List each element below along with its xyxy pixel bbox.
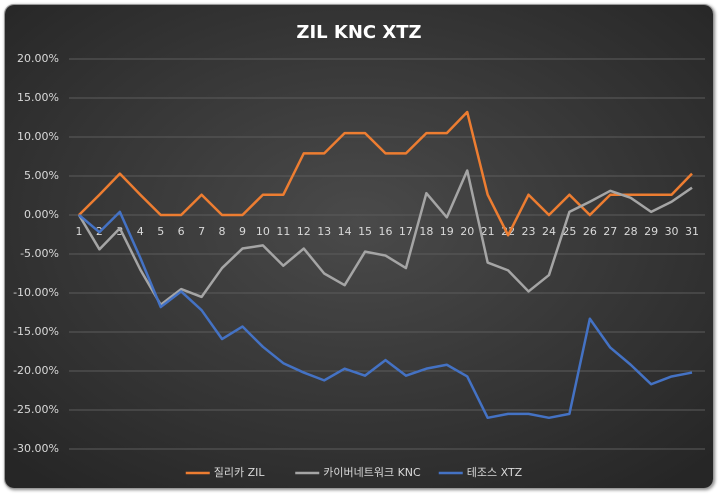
series-line xyxy=(78,110,693,237)
x-tick-label: 31 xyxy=(685,225,699,238)
x-tick-label: 17 xyxy=(399,225,413,238)
y-tick-label: -10.00% xyxy=(13,286,59,299)
x-tick-label: 21 xyxy=(481,225,495,238)
x-tick-label: 7 xyxy=(198,225,205,238)
x-tick-label: 4 xyxy=(137,225,144,238)
chart: ZIL KNC XTZ -30.00% -25.00% -20.00% -15.00%… xyxy=(5,5,713,488)
x-tick-label: 11 xyxy=(276,225,290,238)
chart-background xyxy=(5,5,713,488)
series-line xyxy=(78,210,693,420)
x-tick-label: 15 xyxy=(358,225,372,238)
x-tick-label: 12 xyxy=(297,225,311,238)
x-tick-label: 23 xyxy=(522,225,536,238)
x-tick-label: 9 xyxy=(239,225,246,238)
chart-frame: ZIL KNC XTZ -30.00% -25.00% -20.00% -15.00%… xyxy=(4,4,714,489)
x-tick-label: 29 xyxy=(644,225,658,238)
y-tick-label: 10.00% xyxy=(17,130,59,143)
legend-label: 카이버네트워크 KNC xyxy=(323,466,421,479)
legend-label: 테조스 XTZ xyxy=(467,466,523,479)
x-tick-label: 5 xyxy=(157,225,164,238)
x-tick-label: 14 xyxy=(338,225,352,238)
x-tick-label: 10 xyxy=(256,225,270,238)
x-tick-label: 1 xyxy=(76,225,83,238)
y-tick-label: -20.00% xyxy=(13,364,59,377)
chart-title: ZIL KNC XTZ xyxy=(296,22,421,43)
y-tick-label: -15.00% xyxy=(13,325,59,338)
x-tick-label: 18 xyxy=(419,225,433,238)
x-tick-label: 8 xyxy=(219,225,226,238)
y-tick-label: -5.00% xyxy=(20,247,59,260)
series-line xyxy=(77,169,693,306)
y-tick-label: 0.00% xyxy=(24,208,59,221)
x-tick-label: 16 xyxy=(379,225,393,238)
x-tick-label: 19 xyxy=(440,225,454,238)
y-tick-label: -30.00% xyxy=(13,442,59,455)
x-tick-label: 28 xyxy=(624,225,638,238)
x-tick-label: 30 xyxy=(665,225,679,238)
y-tick-label: 20.00% xyxy=(17,52,59,65)
y-tick-label: 15.00% xyxy=(17,91,59,104)
x-tick-label: 6 xyxy=(178,225,185,238)
y-tick-label: 5.00% xyxy=(24,169,59,182)
x-tick-label: 25 xyxy=(562,225,576,238)
y-tick-label: -25.00% xyxy=(13,403,59,416)
x-tick-label: 13 xyxy=(317,225,331,238)
x-tick-label: 27 xyxy=(603,225,617,238)
x-tick-label: 3 xyxy=(116,225,123,238)
legend-label: 질리카 ZIL xyxy=(214,466,266,479)
x-tick-label: 26 xyxy=(583,225,597,238)
x-tick-label: 24 xyxy=(542,225,556,238)
x-tick-label: 20 xyxy=(460,225,474,238)
